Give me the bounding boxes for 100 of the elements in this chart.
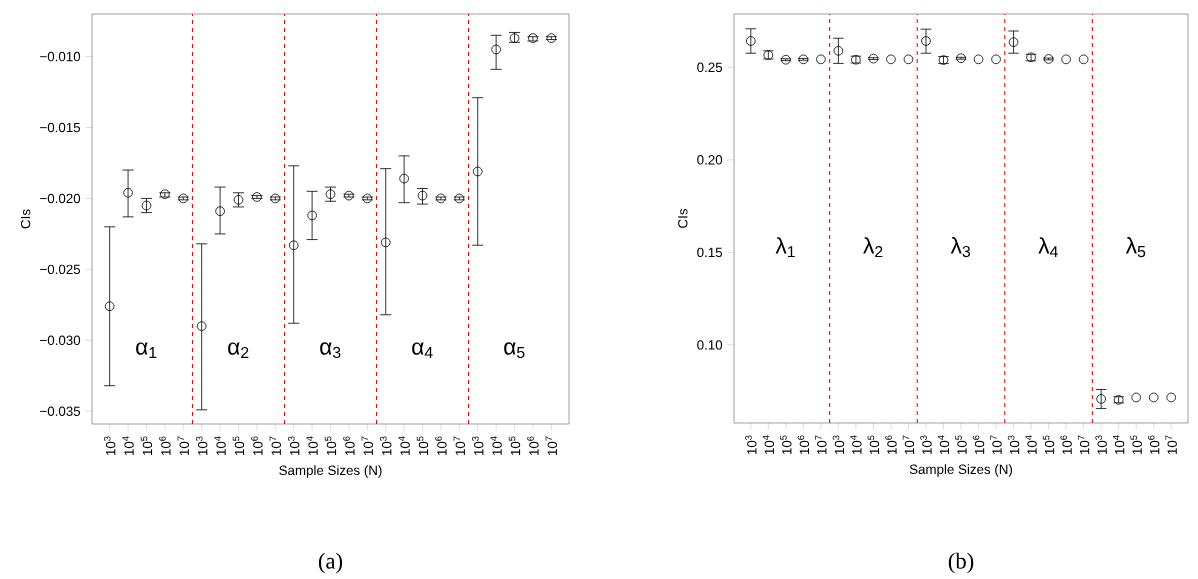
point [973, 54, 984, 65]
x-tick-label: 10$^{3}$ [195, 436, 208, 456]
y-tick-label: 0.25 [697, 62, 723, 73]
x-tick-label: 10$^{7}$ [1077, 435, 1090, 455]
x-tick-label: 10$^{4}$ [214, 436, 226, 456]
point [1148, 392, 1159, 403]
annotation: λ$_{4}$ [1038, 237, 1058, 258]
y-tick-label: −0.020 [40, 193, 81, 204]
point [816, 54, 826, 65]
x-tick-label: 10$^{6}$ [885, 435, 897, 455]
x-tick-label: 10$^{4}$ [490, 436, 502, 456]
x-tick-label: 10$^{7}$ [902, 435, 915, 455]
x-tick-label: 10$^{5}$ [508, 436, 521, 456]
x-tick-label: 10$^{7}$ [815, 435, 827, 455]
point [833, 46, 844, 56]
x-tick-label: 10$^{4}$ [122, 436, 134, 456]
x-tick-label: 10$^{3}$ [287, 436, 300, 456]
x-tick-label: 10$^{3}$ [832, 435, 845, 455]
annotation: α$_{4}$ [412, 342, 433, 359]
annotation: λ$_{5}$ [1125, 237, 1146, 258]
point [798, 54, 809, 65]
point [956, 53, 966, 64]
y-axis-title: CIs [20, 209, 31, 229]
x-tick-label: 10$^{3}$ [745, 435, 757, 455]
y-tick-label: 0.10 [697, 340, 723, 350]
point [1078, 54, 1089, 65]
x-tick-label: 10$^{5}$ [780, 435, 792, 455]
point [380, 237, 391, 248]
point [1043, 54, 1054, 64]
point [160, 189, 170, 199]
x-tick-label: 10$^{5}$ [1042, 435, 1055, 455]
x-tick-label: 10$^{4}$ [937, 435, 950, 455]
x-tick-label: 10$^{4}$ [850, 435, 862, 455]
point [991, 54, 1001, 65]
y-tick-label: −0.035 [40, 406, 81, 416]
x-tick-label: 10$^{4}$ [306, 436, 318, 456]
x-tick-label: 10$^{3}$ [1095, 435, 1107, 455]
x-tick-label: 10$^{3}$ [920, 435, 932, 455]
point [288, 240, 299, 251]
point [1131, 392, 1141, 403]
point [1096, 394, 1106, 404]
point [868, 53, 879, 64]
point [454, 193, 465, 204]
x-tick-label: 10$^{5}$ [324, 436, 337, 456]
x-tick-label: 10$^{4}$ [398, 436, 410, 456]
x-tick-label: 10$^{7}$ [990, 435, 1002, 455]
x-tick-label: 10$^{5}$ [232, 436, 245, 456]
y-tick-label: −0.010 [40, 51, 81, 62]
point [781, 54, 791, 65]
x-tick-label: 10$^{5}$ [867, 435, 880, 455]
point [1008, 37, 1019, 47]
point [903, 54, 914, 65]
x-tick-label: 10$^{5}$ [416, 436, 429, 456]
point [270, 193, 281, 204]
y-tick-label: −0.015 [40, 122, 81, 133]
x-tick-label: 10$^{7}$ [545, 436, 558, 456]
x-tick-label: 10$^{7}$ [1165, 435, 1177, 455]
point [921, 36, 931, 46]
point [546, 33, 557, 43]
x-tick-label: 10$^{6}$ [435, 436, 447, 456]
x-axis-title: Sample Sizes (N) [279, 465, 382, 478]
x-tick-label: 10$^{7}$ [177, 436, 189, 456]
x-tick-label: 10$^{4}$ [762, 435, 775, 455]
x-tick-label: 10$^{6}$ [1147, 435, 1160, 455]
x-tick-label: 10$^{6}$ [251, 436, 263, 456]
x-tick-label: 10$^{7}$ [361, 436, 373, 456]
x-tick-label: 10$^{5}$ [140, 436, 153, 456]
y-tick-label: 0.20 [697, 155, 723, 165]
point [436, 193, 446, 204]
y-axis-title: CIs [678, 208, 688, 228]
point [104, 301, 115, 312]
point [528, 33, 538, 43]
x-tick-label: 10$^{3}$ [103, 436, 116, 456]
x-tick-label: 10$^{7}$ [269, 436, 281, 456]
x-tick-label: 10$^{4}$ [1025, 435, 1037, 455]
x-tick-label: 10$^{3}$ [472, 436, 484, 456]
text: (b) [948, 552, 974, 574]
annotation: α$_{2}$ [228, 342, 249, 359]
point [344, 190, 354, 201]
annotation: α$_{5}$ [504, 342, 525, 359]
point [123, 187, 133, 198]
annotation: α$_{3}$ [320, 342, 341, 359]
x-tick-label: 10$^{6}$ [527, 436, 539, 456]
point [252, 192, 262, 202]
x-tick-label: 10$^{5}$ [955, 435, 967, 455]
point [886, 54, 896, 65]
x-tick-label: 10$^{6}$ [343, 436, 355, 456]
point [1061, 54, 1071, 65]
x-tick-label: 10$^{4}$ [1112, 435, 1125, 455]
x-tick-label: 10$^{7}$ [453, 436, 466, 456]
x-tick-label: 10$^{3}$ [1007, 435, 1020, 455]
point [491, 44, 501, 55]
point [307, 210, 317, 221]
point [178, 193, 189, 204]
y-tick-label: −0.025 [40, 264, 81, 275]
x-tick-label: 10$^{5}$ [1130, 435, 1142, 455]
text: (a) [318, 552, 343, 574]
point [362, 193, 373, 204]
point [215, 206, 225, 216]
point [472, 166, 483, 177]
